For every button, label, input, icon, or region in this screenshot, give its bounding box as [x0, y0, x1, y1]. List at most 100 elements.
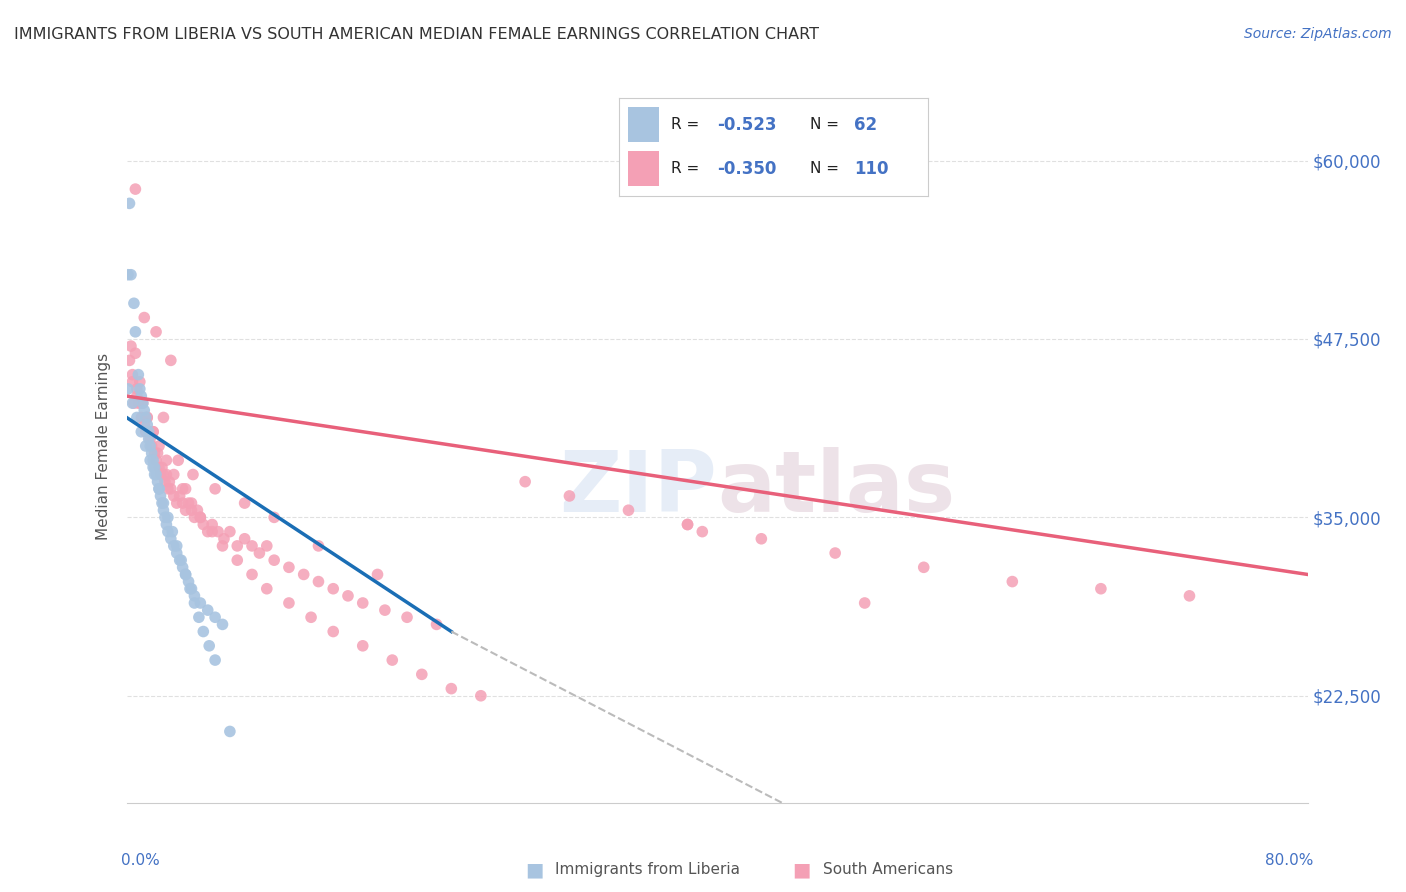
Point [152, 503, 174, 517]
Point [201, 517, 224, 532]
Point [125, 382, 148, 396]
Point [167, 453, 190, 467]
Point [143, 460, 166, 475]
Point [136, 410, 159, 425]
Point [124, 346, 146, 360]
Point [256, 582, 278, 596]
Point [676, 517, 699, 532]
Point [204, 482, 226, 496]
Point [204, 610, 226, 624]
Point [142, 425, 165, 439]
Point [219, 524, 242, 539]
Point [162, 524, 184, 539]
Point [152, 496, 174, 510]
Point [156, 524, 179, 539]
Point [212, 532, 235, 546]
Point [411, 667, 433, 681]
Point [166, 539, 188, 553]
Text: -0.523: -0.523 [717, 116, 778, 134]
Point [211, 539, 233, 553]
Point [125, 410, 148, 425]
Point [181, 467, 204, 482]
Text: 110: 110 [853, 160, 889, 178]
Point [149, 467, 172, 482]
Text: IMMIGRANTS FROM LIBERIA VS SOUTH AMERICAN MEDIAN FEMALE EARNINGS CORRELATION CHA: IMMIGRANTS FROM LIBERIA VS SOUTH AMERICA… [14, 27, 820, 42]
Point [233, 532, 256, 546]
Point [145, 325, 167, 339]
Point [824, 546, 846, 560]
Text: -0.350: -0.350 [717, 160, 778, 178]
Y-axis label: Median Female Earnings: Median Female Earnings [96, 352, 111, 540]
Point [440, 681, 463, 696]
Point [148, 482, 170, 496]
Point [118, 353, 141, 368]
Point [188, 510, 212, 524]
Point [515, 475, 537, 489]
Text: ■: ■ [792, 860, 811, 880]
Point [149, 489, 172, 503]
Point [425, 617, 447, 632]
Point [128, 382, 150, 396]
Point [374, 603, 396, 617]
Point [150, 496, 173, 510]
Point [292, 567, 315, 582]
Point [617, 503, 640, 517]
Point [118, 196, 141, 211]
Text: atlas: atlas [717, 447, 955, 531]
Point [322, 582, 344, 596]
Point [308, 539, 330, 553]
Point [121, 375, 143, 389]
Text: ■: ■ [524, 860, 544, 880]
Point [134, 403, 156, 417]
Point [117, 382, 139, 396]
Point [163, 539, 186, 553]
Point [219, 724, 242, 739]
Point [322, 624, 344, 639]
Point [1090, 582, 1112, 596]
Point [156, 510, 179, 524]
Point [129, 396, 153, 410]
Point [174, 567, 197, 582]
Point [129, 425, 153, 439]
Point [121, 368, 143, 382]
Point [186, 503, 208, 517]
Point [197, 603, 219, 617]
Point [135, 425, 157, 439]
Point [337, 589, 360, 603]
Point [152, 410, 174, 425]
Point [240, 567, 263, 582]
Bar [628, 151, 659, 186]
Text: N =: N = [810, 117, 844, 132]
Point [124, 182, 146, 196]
Point [142, 425, 165, 439]
Point [122, 296, 145, 310]
Point [183, 589, 205, 603]
Point [136, 417, 159, 432]
Point [367, 567, 389, 582]
Point [204, 653, 226, 667]
Point [125, 389, 148, 403]
Point [233, 496, 256, 510]
Point [139, 439, 162, 453]
Text: ZIP: ZIP [560, 447, 717, 531]
Point [143, 446, 166, 460]
Point [120, 339, 142, 353]
Point [676, 517, 699, 532]
Point [396, 610, 419, 624]
Point [148, 439, 170, 453]
Point [751, 532, 773, 546]
Point [141, 439, 163, 453]
Point [148, 460, 170, 475]
Point [299, 610, 322, 624]
Point [121, 396, 143, 410]
Text: 0.0%: 0.0% [121, 853, 159, 868]
Point [169, 489, 191, 503]
Point [152, 467, 174, 482]
Text: 62: 62 [853, 116, 877, 134]
Point [198, 639, 221, 653]
Point [1178, 589, 1201, 603]
Point [170, 553, 193, 567]
Point [139, 432, 162, 446]
Point [174, 503, 197, 517]
Text: Source: ZipAtlas.com: Source: ZipAtlas.com [1244, 27, 1392, 41]
